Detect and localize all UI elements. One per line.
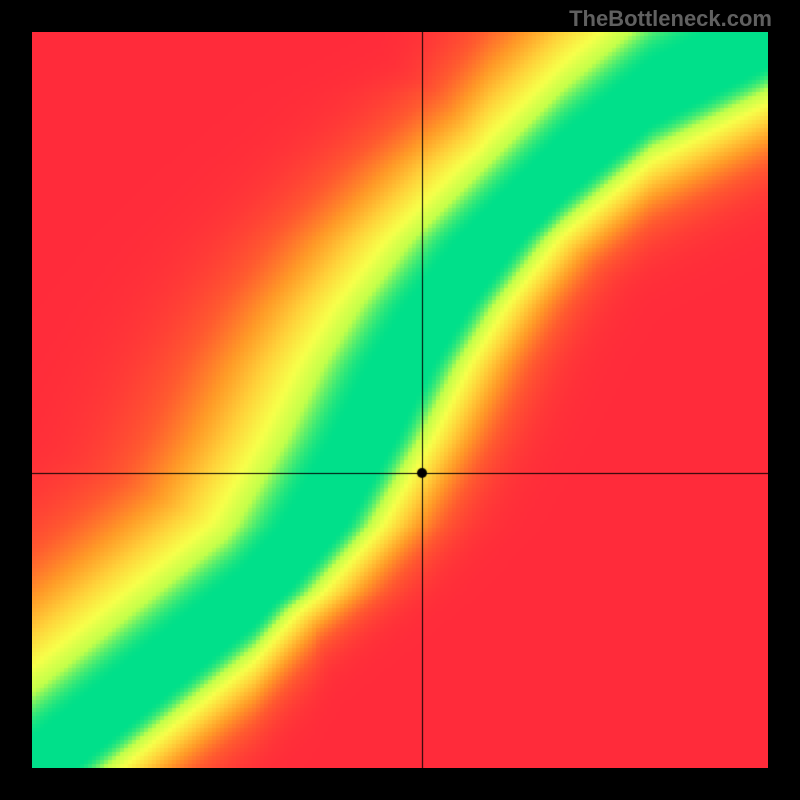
heatmap-canvas: [32, 32, 768, 768]
chart-container: TheBottleneck.com: [0, 0, 800, 800]
watermark-text: TheBottleneck.com: [569, 6, 772, 32]
heatmap-plot: [32, 32, 768, 768]
